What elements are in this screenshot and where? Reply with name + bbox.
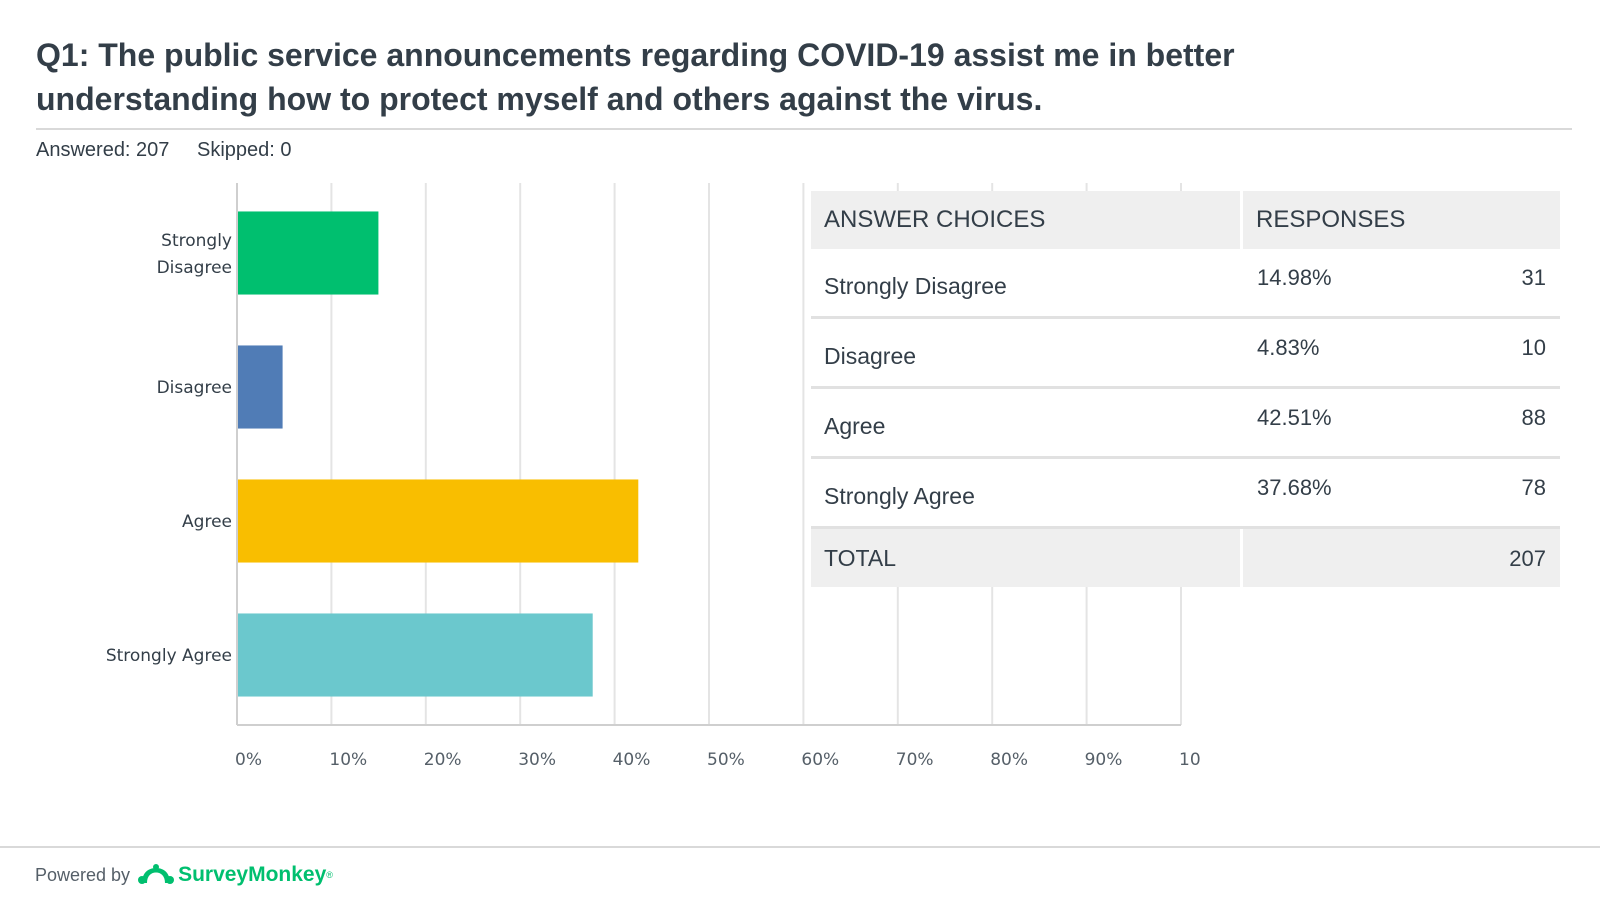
- choice-label: Agree: [811, 389, 1243, 456]
- title-divider: [36, 128, 1572, 130]
- x-tick-label: 10%: [329, 750, 367, 770]
- response-stats: Answered: 207 Skipped: 0: [36, 139, 314, 162]
- bar: [238, 613, 593, 697]
- powered-by-text: Powered by: [35, 864, 131, 885]
- bar: [238, 211, 379, 295]
- footer-divider: [0, 846, 1600, 848]
- x-tick-label: 60%: [801, 750, 839, 770]
- choice-label: Strongly Agree: [811, 459, 1243, 526]
- choice-label: Strongly Disagree: [811, 249, 1243, 316]
- registered-mark: ®: [326, 870, 333, 880]
- table-header: ANSWER CHOICES RESPONSES: [811, 191, 1560, 249]
- table-row: Strongly Agree 37.68% 78: [811, 459, 1560, 529]
- surveymonkey-logo[interactable]: SurveyMonkey ®: [138, 863, 333, 887]
- table-total-row: TOTAL 207: [811, 529, 1560, 587]
- x-tick-label: 80%: [990, 750, 1028, 770]
- bar: [238, 479, 639, 563]
- total-count: 207: [1509, 546, 1546, 571]
- total-label: TOTAL: [811, 529, 1243, 587]
- table-row: Strongly Disagree 14.98% 31: [811, 249, 1560, 319]
- choice-label: Disagree: [811, 319, 1243, 386]
- question-title: Q1: The public service announcements reg…: [36, 37, 1235, 117]
- x-tick-label: 70%: [896, 750, 934, 770]
- responses-header: RESPONSES: [1256, 206, 1406, 233]
- response-count: 78: [1521, 475, 1546, 500]
- x-tick-label: 100%: [1179, 750, 1200, 770]
- category-label: Disagree: [157, 378, 232, 398]
- brand-name: SurveyMonkey: [178, 863, 327, 886]
- response-percent: 4.83%: [1257, 335, 1320, 360]
- response-percent: 42.51%: [1257, 405, 1332, 430]
- response-percent: 37.68%: [1257, 475, 1332, 500]
- answered-count: Answered: 207: [36, 139, 170, 161]
- bar-chart: 0% 10% 20% 30% 40% 50% 60% 70% 80% 90% 100% Strongl…: [106, 183, 1200, 770]
- category-label: Strongly Agree: [106, 646, 232, 666]
- table-row: Disagree 4.83% 10: [811, 319, 1560, 389]
- category-label: Agree: [182, 512, 232, 532]
- x-tick-label: 90%: [1085, 750, 1123, 770]
- response-count: 88: [1521, 405, 1546, 430]
- response-percent: 14.98%: [1257, 265, 1332, 290]
- answer-choices-header: ANSWER CHOICES: [811, 191, 1243, 249]
- x-tick-label: 20%: [424, 750, 462, 770]
- response-count: 10: [1521, 335, 1546, 360]
- x-tick-label: 30%: [518, 750, 556, 770]
- skipped-count: Skipped: 0: [196, 139, 292, 161]
- table-row: Agree 42.51% 88: [811, 389, 1560, 459]
- category-label: Strongly Disagree: [157, 231, 232, 278]
- responses-table: ANSWER CHOICES RESPONSES Strongly Disagr…: [811, 191, 1560, 587]
- monkey-icon: [138, 864, 175, 884]
- bar: [238, 345, 283, 429]
- x-tick-label: 0%: [235, 750, 262, 770]
- x-tick-label: 40%: [613, 750, 651, 770]
- x-tick-label: 50%: [707, 750, 745, 770]
- response-count: 31: [1521, 265, 1546, 290]
- footer: Powered by SurveyMonkey ®: [35, 863, 333, 887]
